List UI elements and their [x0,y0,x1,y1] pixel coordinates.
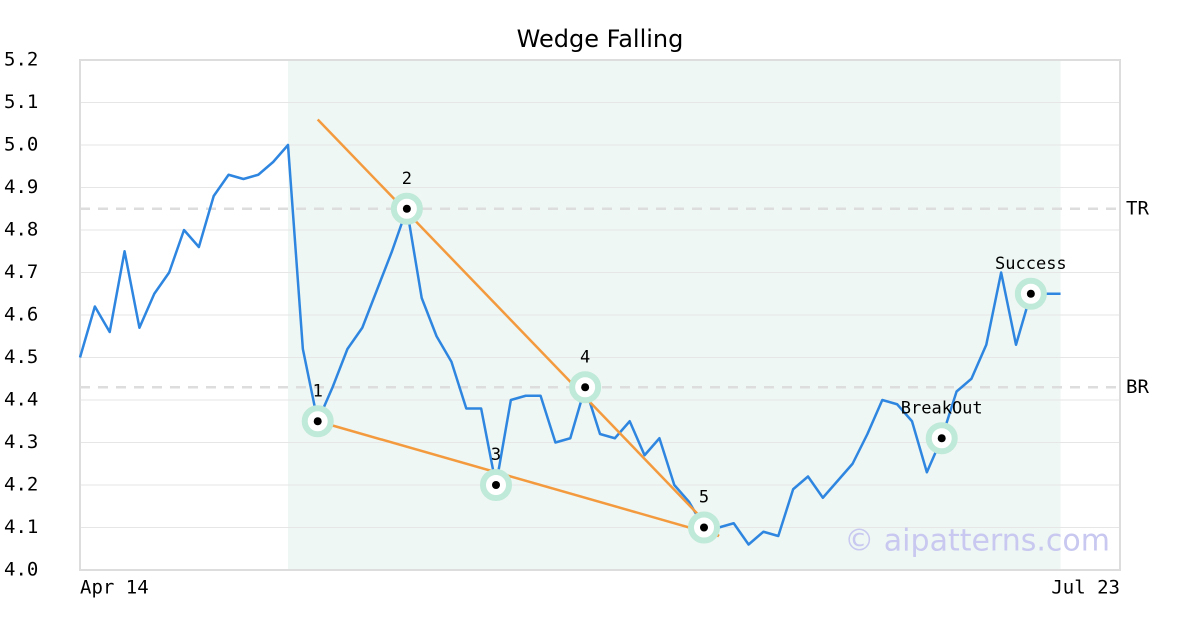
marker-label: 1 [313,381,323,401]
marker-dot [492,481,500,489]
plot-frame [79,59,1121,571]
y-tick-label: 4.1 [4,516,38,538]
y-tick-label: 5.2 [4,49,38,71]
marker-label: Success [995,254,1067,274]
marker-label: 3 [491,445,501,465]
y-tick-label: 5.0 [4,134,38,156]
watermark: © aipatterns.com [844,524,1110,559]
y-tick-label: 4.0 [4,559,38,581]
marker-dot [581,383,590,392]
trend-line [316,118,720,537]
x-tick-label: Jul 23 [1051,577,1120,599]
y-tick-label: 4.7 [4,261,38,283]
marker-label: 2 [402,169,412,189]
marker-label: 5 [699,488,709,508]
trend-line [317,420,720,538]
reference-label: BR [1126,376,1149,398]
y-tick-label: 4.9 [4,176,38,198]
marker-dot [1026,289,1035,298]
marker-dot [313,417,322,426]
y-tick-label: 4.8 [4,219,38,241]
y-tick-label: 4.3 [4,431,38,453]
marker-label: BreakOut [901,398,983,418]
reference-label: TR [1126,197,1149,219]
y-tick-label: 5.1 [4,91,38,113]
marker-dot [402,204,411,213]
marker-dot [700,523,708,532]
y-tick-label: 4.6 [4,304,38,326]
y-tick-label: 4.5 [4,346,38,368]
marker-label: 4 [580,347,590,367]
chart-title: Wedge Falling [517,25,684,53]
marker-dot [937,434,946,443]
y-tick-label: 4.4 [4,389,38,411]
y-tick-label: 4.2 [4,474,38,496]
x-tick-label: Apr 14 [80,577,149,599]
price-line [78,143,1061,546]
